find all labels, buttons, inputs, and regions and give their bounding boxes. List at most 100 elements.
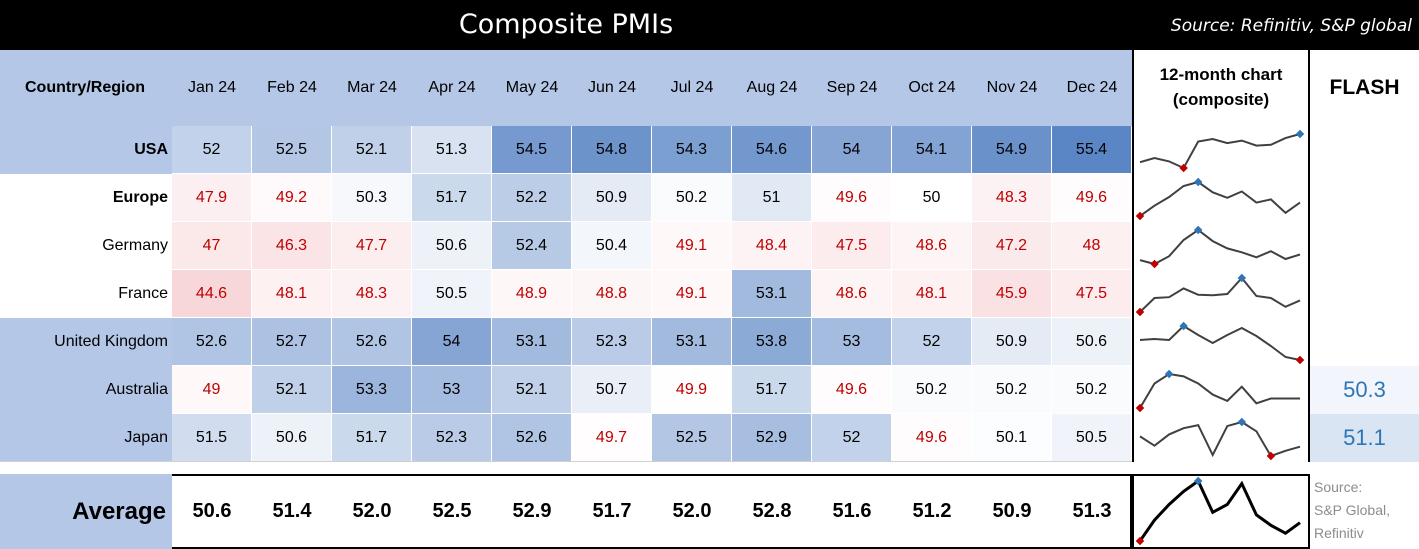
data-cell: 48.6: [892, 222, 972, 270]
data-cell: 45.9: [972, 270, 1052, 318]
data-cell: 48.9: [492, 270, 572, 318]
country-header: Country/Region: [25, 79, 145, 96]
average-value: 51.6: [832, 500, 872, 522]
data-cell: 47.2: [972, 222, 1052, 270]
data-cell: 49: [172, 366, 252, 414]
average-row-frame: [0, 474, 1132, 549]
data-cell: 47.5: [812, 222, 892, 270]
data-cell: 49.2: [252, 174, 332, 222]
average-value: 52.9: [512, 500, 552, 522]
data-cell: 52: [172, 126, 252, 174]
data-cell: 47.7: [332, 222, 412, 270]
data-cell: 48.8: [572, 270, 652, 318]
data-cell: 52.1: [252, 366, 332, 414]
average-value: 50.9: [992, 500, 1032, 522]
data-cell: 48.4: [732, 222, 812, 270]
bottom-source-line3: Refinitiv: [1314, 525, 1364, 541]
average-value: 51.7: [592, 500, 632, 522]
data-cell: 50.6: [1052, 318, 1132, 366]
data-cell: 52: [812, 414, 892, 462]
sparkline-header-line1: 12-month chart: [1159, 65, 1283, 84]
data-cell: 50.2: [892, 366, 972, 414]
data-cell: 53.8: [732, 318, 812, 366]
sparkline-min-marker: [1150, 259, 1159, 269]
bottom-source: Source: S&P Global, Refinitiv: [1312, 476, 1419, 548]
sparkline-line: [1139, 180, 1301, 217]
data-cell: 54.3: [652, 126, 732, 174]
flash-header: FLASH: [1310, 50, 1419, 126]
data-cell: 49.7: [572, 414, 652, 462]
data-cell: 51.7: [412, 174, 492, 222]
average-value: 52.0: [352, 500, 392, 522]
data-cell: 53: [412, 366, 492, 414]
data-cell: 46.3: [252, 222, 332, 270]
data-cell: 50: [892, 174, 972, 222]
data-cell: 50.5: [1052, 414, 1132, 462]
data-cell: 53.1: [732, 270, 812, 318]
row-label-bg: [0, 414, 172, 462]
chart-title: Composite PMIs: [458, 9, 674, 40]
average-sparkline-line: [1138, 478, 1301, 542]
data-cell: 52.7: [252, 318, 332, 366]
data-cell: 48: [1052, 222, 1132, 270]
data-cell: 53.1: [652, 318, 732, 366]
average-value: 50.6: [192, 500, 232, 522]
data-cell: 51.7: [332, 414, 412, 462]
sparkline-line: [1139, 324, 1301, 361]
data-cell: 50.6: [412, 222, 492, 270]
sparkline-header: 12-month chart (composite): [1132, 50, 1310, 126]
source-note: Source: Refinitiv, S&P global: [1170, 16, 1412, 36]
header-row: [0, 50, 1132, 126]
data-cell: 52.6: [492, 414, 572, 462]
sparkline-line: [1139, 228, 1301, 266]
sparkline-max-marker: [1237, 417, 1247, 427]
title-bar: [0, 0, 1419, 50]
flash-value: 50.3: [1310, 366, 1419, 414]
data-cell: 48.3: [332, 270, 412, 318]
data-cell: 49.6: [1052, 174, 1132, 222]
sparkline-header-line2: (composite): [1172, 90, 1270, 109]
data-cell: 48.1: [892, 270, 972, 318]
month-header: Jan 24: [187, 79, 237, 96]
sparkline-max-marker: [1193, 225, 1203, 235]
row-label-bg: [0, 318, 172, 366]
data-cell: 53.3: [332, 366, 412, 414]
data-cell: 50.4: [572, 222, 652, 270]
data-cell: 50.9: [972, 318, 1052, 366]
data-cell: 44.6: [172, 270, 252, 318]
data-cell: 51.7: [732, 366, 812, 414]
data-cell: 50.1: [972, 414, 1052, 462]
data-cell: 52.3: [412, 414, 492, 462]
month-header: Oct 24: [908, 79, 956, 96]
sparkline-line: [1139, 276, 1301, 313]
data-cell: 54.6: [732, 126, 812, 174]
data-cell: 52.9: [732, 414, 812, 462]
data-cell: 53.1: [492, 318, 572, 366]
data-cell: 52.4: [492, 222, 572, 270]
data-cell: 47.9: [172, 174, 252, 222]
data-cell: 52.3: [572, 318, 652, 366]
data-cell: 50.5: [412, 270, 492, 318]
sparkline-line: [1139, 420, 1301, 458]
sparklines: [1135, 129, 1305, 461]
data-cell: 49.9: [652, 366, 732, 414]
data-cell: 50.6: [252, 414, 332, 462]
bottom-source-line2: S&P Global,: [1314, 502, 1391, 518]
data-cell: 47: [172, 222, 252, 270]
data-cell: 54.5: [492, 126, 572, 174]
month-header: Dec 24: [1066, 79, 1118, 96]
row-label: Europe: [112, 189, 168, 206]
average-value: 51.4: [272, 500, 312, 522]
data-cell: 48.1: [252, 270, 332, 318]
data-cell: 52.1: [492, 366, 572, 414]
data-cell: 49.6: [812, 366, 892, 414]
average-sparkline-max-marker: [1193, 476, 1203, 486]
bottom-source-line1: Source:: [1314, 479, 1363, 495]
data-cell: 50.9: [572, 174, 652, 222]
sparkline-min-marker: [1135, 403, 1145, 413]
row-label: Germany: [102, 237, 168, 254]
data-cell: 48.6: [812, 270, 892, 318]
month-header: Feb 24: [267, 79, 317, 96]
row-label-bg: [0, 222, 172, 270]
row-label-bg: [0, 174, 172, 222]
